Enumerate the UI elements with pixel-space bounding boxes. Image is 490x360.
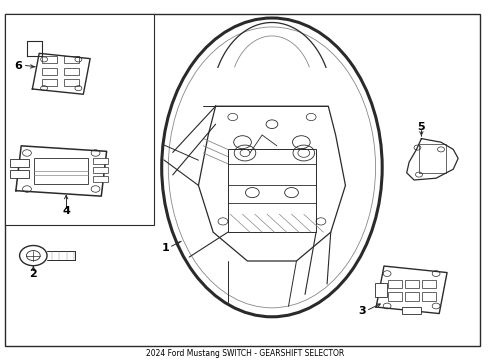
Text: 1: 1 bbox=[162, 243, 170, 253]
Bar bbox=[64, 68, 79, 75]
Bar bbox=[10, 170, 29, 178]
Polygon shape bbox=[407, 139, 458, 180]
Bar bbox=[405, 280, 419, 288]
Polygon shape bbox=[16, 146, 107, 196]
Text: 2024 Ford Mustang SWITCH - GEARSHIFT SELECTOR: 2024 Ford Mustang SWITCH - GEARSHIFT SEL… bbox=[146, 349, 344, 358]
Bar bbox=[10, 159, 29, 167]
Circle shape bbox=[20, 246, 47, 266]
Bar bbox=[5, 14, 154, 225]
Bar bbox=[42, 56, 57, 63]
Bar bbox=[34, 158, 88, 184]
Bar bbox=[422, 280, 436, 288]
Polygon shape bbox=[376, 266, 447, 314]
Text: 5: 5 bbox=[417, 122, 425, 132]
Text: 4: 4 bbox=[62, 206, 70, 216]
Bar bbox=[42, 79, 57, 86]
Bar bbox=[42, 68, 57, 75]
Bar bbox=[388, 292, 402, 301]
Bar bbox=[419, 144, 446, 173]
Bar bbox=[93, 158, 108, 164]
Text: 2: 2 bbox=[29, 269, 37, 279]
Bar bbox=[64, 56, 79, 63]
Bar bbox=[375, 283, 387, 297]
Polygon shape bbox=[32, 53, 90, 94]
Polygon shape bbox=[27, 41, 42, 56]
Bar bbox=[228, 149, 316, 232]
Text: 6: 6 bbox=[15, 60, 23, 71]
Bar bbox=[402, 307, 421, 314]
Bar bbox=[64, 79, 79, 86]
Text: 3: 3 bbox=[359, 306, 367, 316]
Bar bbox=[93, 176, 108, 182]
Bar bbox=[405, 292, 419, 301]
Bar bbox=[388, 280, 402, 288]
Bar bbox=[93, 167, 108, 173]
Bar bbox=[422, 292, 436, 301]
